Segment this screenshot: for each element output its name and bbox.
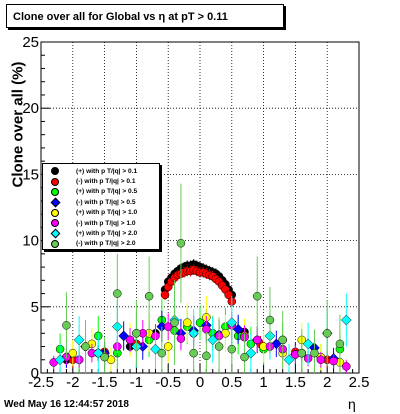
data-point (252, 291, 262, 301)
data-point (322, 329, 332, 338)
legend-entry: (+) with p T/|q| > 1.0 (43, 208, 159, 218)
data-point (342, 362, 351, 371)
x-tick-label: -1 (130, 374, 143, 391)
data-point (68, 348, 78, 358)
timestamp: Wed May 16 12:44:57 2018 (4, 399, 129, 410)
legend-entry: (-) with p T/|q| > 0.5 (43, 197, 159, 208)
data-point (81, 342, 90, 351)
data-point (283, 354, 295, 366)
data-point (252, 335, 262, 345)
data-point (278, 335, 287, 345)
data-point (163, 322, 173, 331)
legend-label: (-) with p T/|q| > 0.5 (76, 198, 136, 206)
x-tick-label: -2 (66, 374, 79, 391)
data-point (214, 342, 224, 351)
legend-marker-icon (51, 208, 59, 217)
data-point (240, 352, 249, 362)
data-point (340, 314, 352, 326)
y-tick-label: 15 (22, 166, 39, 183)
data-point (144, 291, 154, 301)
data-point (73, 334, 85, 346)
legend-marker-icon (51, 177, 59, 186)
data-point (62, 321, 71, 330)
data-point (329, 356, 338, 366)
legend-label: (-) with p T/|q| > 1.0 (76, 219, 136, 227)
x-tick-label: 2.5 (349, 374, 370, 391)
legend-marker-icon (51, 239, 59, 248)
data-point (157, 348, 167, 358)
legend-label: (+) with p T/|q| > 0.5 (76, 188, 138, 196)
legend-entry: (+) with p T/|q| > 0.5 (43, 187, 159, 197)
data-point (302, 338, 314, 350)
legend-marker-icon (50, 197, 60, 208)
legend-label: (+) with p T/|q| > 1.0 (76, 209, 138, 217)
x-tick-label: 1 (259, 374, 267, 391)
legend-label: (-) with p T/|q| > 2.0 (76, 240, 136, 248)
x-tick-label: 2 (323, 374, 331, 391)
data-point (176, 238, 186, 248)
legend-entry: (+) with p T/|q| > 0.1 (43, 166, 159, 176)
data-point (265, 315, 275, 325)
x-axis-label: η (348, 396, 356, 412)
y-tick-label: 10 (22, 233, 39, 250)
legend-entry: (+) with p T/|q| > 2.0 (43, 228, 159, 239)
data-point (316, 355, 326, 365)
data-point (132, 329, 141, 338)
legend-marker-icon (51, 219, 59, 228)
data-point (207, 334, 219, 346)
y-axis-label: Clone over all (%) (9, 61, 27, 188)
x-tick-label: -0.5 (155, 374, 181, 391)
y-tick-label: 25 (22, 34, 39, 51)
x-tick-label: 0 (196, 374, 204, 391)
y-tick-label: 20 (22, 100, 39, 117)
legend: (+) with p T/|q| > 0.1 (-) with p T/|q| … (42, 163, 160, 250)
data-point (113, 289, 122, 298)
legend-marker-icon (50, 228, 60, 239)
data-point (176, 334, 186, 343)
legend-entry: (-) with p T/|q| > 0.1 (43, 176, 159, 186)
legend-marker-icon (51, 167, 59, 176)
legend-entry: (-) with p T/|q| > 2.0 (43, 239, 159, 249)
data-point (163, 342, 173, 351)
chart-title: Clone over all for Global vs η at pT > 0… (6, 4, 284, 28)
y-tick-label: 0 (31, 365, 39, 382)
data-point (160, 290, 170, 300)
y-tick-label: 5 (31, 299, 39, 316)
x-tick-label: -2.5 (28, 374, 54, 391)
x-tick-label: 1.5 (285, 374, 306, 391)
data-point (310, 348, 319, 358)
data-point (100, 352, 109, 362)
data-point (170, 318, 179, 327)
data-point (183, 318, 192, 327)
legend-label: (+) with p T/|q| > 2.0 (76, 230, 138, 238)
x-tick-label: -1.5 (92, 374, 118, 391)
data-point (125, 335, 135, 345)
legend-label: (+) with p T/|q| > 0.1 (76, 167, 138, 175)
legend-label: (-) with p T/|q| > 0.1 (76, 178, 136, 186)
data-point (202, 351, 211, 361)
x-tick-label: 0.5 (221, 374, 242, 391)
legend-marker-icon (51, 187, 59, 196)
legend-entry: (-) with p T/|q| > 1.0 (43, 218, 159, 228)
data-point (54, 354, 66, 366)
data-point (335, 339, 345, 349)
data-point (227, 344, 237, 354)
data-point (189, 348, 198, 358)
data-point (297, 348, 307, 358)
